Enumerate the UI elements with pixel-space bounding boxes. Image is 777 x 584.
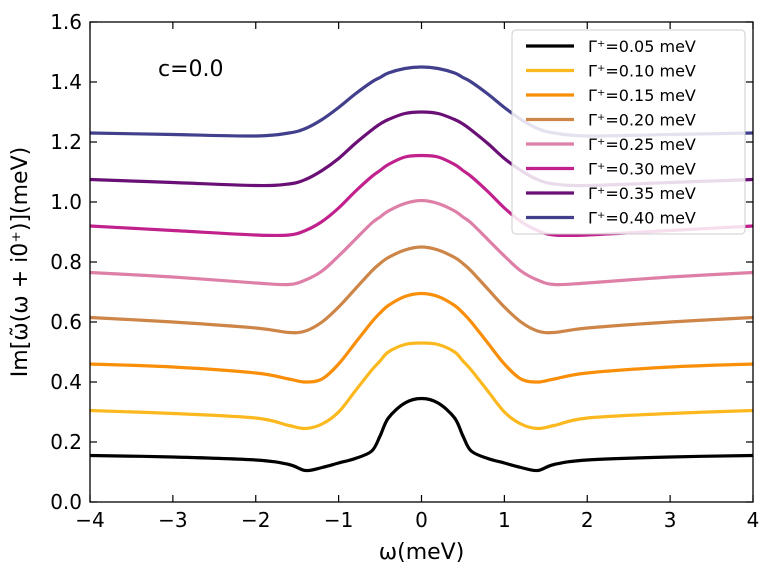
series-line-3: [89, 291, 754, 384]
legend-entry-4: Γ⁺=0.20 meV: [588, 111, 696, 130]
x-tick-label: 0: [415, 508, 428, 532]
x-tick-label: −4: [75, 508, 104, 532]
legend-box: [511, 29, 746, 235]
y-tick-label: 1.0: [50, 190, 82, 214]
x-tick-label: 3: [664, 508, 677, 532]
y-tick-label: 1.4: [50, 70, 82, 94]
legend-entry-7: Γ⁺=0.35 meV: [588, 184, 696, 203]
x-tick-label: 1: [498, 508, 511, 532]
legend: Γ⁺=0.05 meV Γ⁺=0.10 meV Γ⁺=0.15 meV Γ⁺=0.20…: [511, 29, 746, 235]
x-tick-label: −3: [158, 508, 187, 532]
annotation-label: c=0.0: [158, 57, 224, 82]
legend-entry-3: Γ⁺=0.15 meV: [588, 86, 696, 105]
y-axis-label: Im[ω̃(ω + i0⁺)](meV): [8, 147, 33, 377]
series-line-4: [89, 245, 754, 335]
series-line-1: [89, 396, 754, 473]
y-tick-label: 0.4: [50, 370, 82, 394]
y-tick-label: 0.0: [50, 490, 82, 514]
series-line-2: [89, 341, 754, 431]
x-tick-label: −2: [241, 508, 270, 532]
ticks-layer: −4 −3 −2 −1 0 1 2 3 4 0.0 0.2 0.4 0.6 0.8 1.0 1.2 1.4 1.6: [50, 10, 759, 532]
legend-entry-2: Γ⁺=0.10 meV: [588, 62, 696, 81]
x-tick-label: 2: [581, 508, 594, 532]
x-axis-label: ω(meV): [379, 540, 465, 565]
legend-entry-8: Γ⁺=0.40 meV: [588, 209, 696, 228]
y-tick-label: 0.2: [50, 430, 82, 454]
x-tick-label: −1: [324, 508, 353, 532]
legend-entry-5: Γ⁺=0.25 meV: [588, 135, 696, 154]
y-tick-label: 1.6: [50, 10, 82, 34]
x-tick-label: 4: [747, 508, 760, 532]
y-tick-label: 0.8: [50, 250, 82, 274]
y-tick-label: 0.6: [50, 310, 82, 334]
y-tick-label: 1.2: [50, 130, 82, 154]
series-line-5: [89, 198, 754, 287]
legend-entry-1: Γ⁺=0.05 meV: [588, 37, 696, 56]
legend-entry-6: Γ⁺=0.30 meV: [588, 160, 696, 179]
